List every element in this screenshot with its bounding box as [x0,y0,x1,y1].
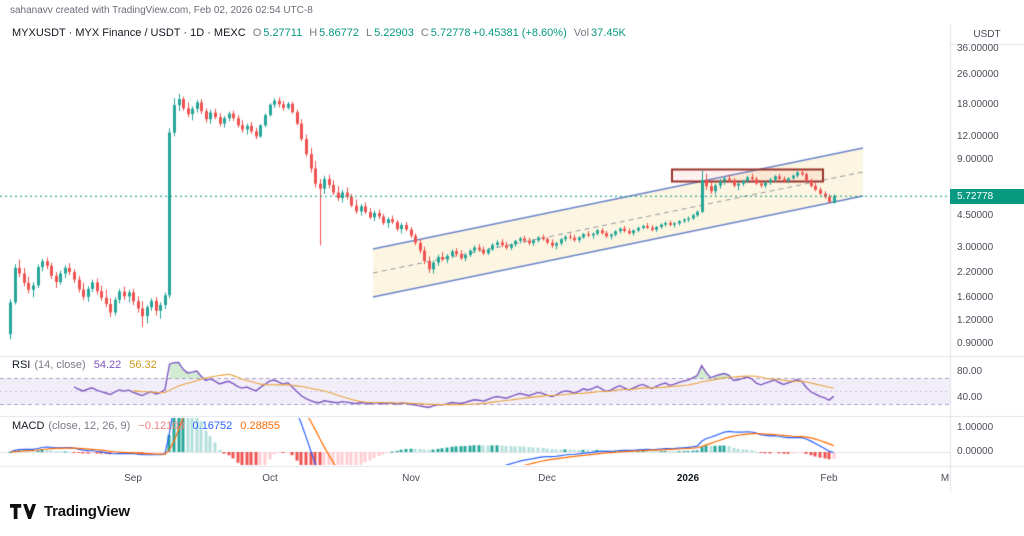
close-label: C [420,27,429,39]
change-value: +0.45381 (+8.60%) [472,27,567,39]
macd-hist-value: −0.12103 [138,420,185,432]
tradingview-logo-mark [10,504,37,519]
volume-value: 37.45K [591,27,626,39]
rsi-value: 54.22 [93,359,122,371]
volume-label: Vol [573,27,590,39]
low-label: L [365,27,373,39]
low-value: 5.22903 [374,27,414,39]
main-legend: MYXUSDT · MYX Finance / USDT · 1D · MEXC… [12,27,626,39]
high-value: 5.86772 [319,27,359,39]
time-scale[interactable] [0,467,1024,492]
macd-title[interactable]: MACD [12,420,45,432]
rsi-ma-value: 56.32 [129,359,157,371]
tradingview-logo[interactable]: TradingView [10,503,130,520]
macd-params: (close, 12, 26, 9) [48,420,131,432]
rsi-title[interactable]: RSI [12,359,31,371]
high-label: H [309,27,318,39]
symbol-title[interactable]: MYXUSDT · MYX Finance / USDT · 1D · MEXC [12,27,246,39]
macd-legend: MACD (close, 12, 26, 9) −0.12103 0.16752… [12,420,280,432]
macd-signal-value: 0.28855 [240,420,281,432]
macd-line-value: 0.16752 [192,420,233,432]
tradingview-logo-text: TradingView [44,503,130,520]
rsi-params: (14, close) [34,359,86,371]
current-price-tag: 5.72778 [950,189,1024,204]
open-value: 5.27711 [263,27,303,39]
price-scale-unit[interactable]: USDT [973,29,1001,40]
price-scale[interactable] [950,24,1024,467]
close-value: 5.72778 [430,27,471,39]
rsi-legend: RSI (14, close) 54.22 56.32 [12,359,157,371]
open-label: O [252,27,262,39]
